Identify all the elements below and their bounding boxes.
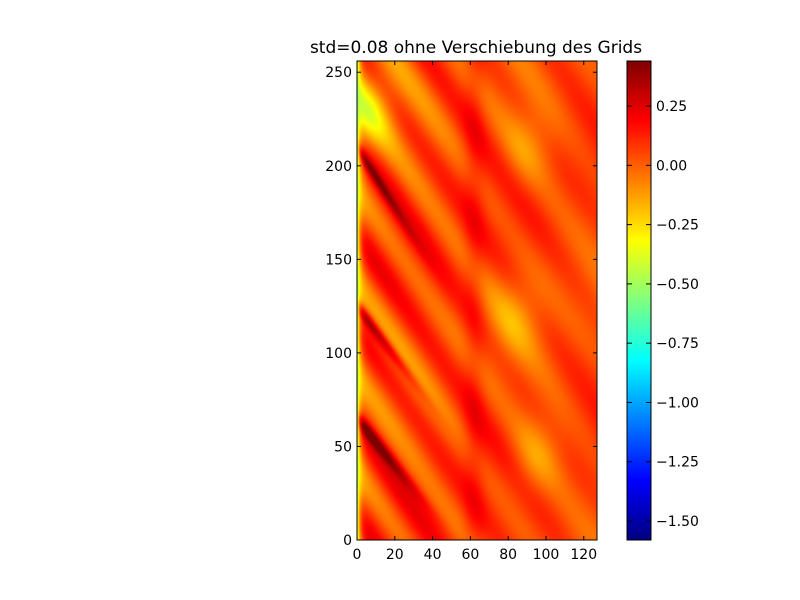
y-tick-label: 200 — [325, 159, 352, 175]
colorbar-tick-label: −0.75 — [656, 336, 699, 352]
x-tick-label: 0 — [353, 547, 362, 563]
y-tick-label: 0 — [343, 533, 352, 549]
colorbar-tick-label: −1.00 — [656, 395, 699, 411]
heatmap-plot: 0 20 40 60 80 100 120 0 50 100 150 200 250 — [325, 60, 598, 563]
colorbar-tick-label: 0.25 — [656, 99, 687, 115]
y-tick-label: 150 — [325, 252, 352, 268]
colorbar: 0.25 0.00 −0.25 −0.50 −0.75 −1.00 −1.25 −1.50 — [626, 60, 699, 541]
x-tick-label: 60 — [461, 547, 479, 563]
x-tick-label: 120 — [570, 547, 597, 563]
colorbar-axis: 0.25 0.00 −0.25 −0.50 −0.75 −1.00 −1.25 −1.50 — [627, 99, 699, 530]
colorbar-tick-label: −0.25 — [656, 218, 699, 234]
x-axis: 0 20 40 60 80 100 120 — [353, 61, 597, 563]
y-axis: 0 50 100 150 200 250 — [325, 65, 597, 549]
colorbar-tick-label: −1.50 — [656, 514, 699, 530]
y-tick-label: 50 — [334, 439, 352, 455]
colorbar-frame — [626, 60, 652, 541]
heatmap-image — [357, 61, 597, 540]
colorbar-tick-label: 0.00 — [656, 158, 687, 174]
x-tick-label: 100 — [533, 547, 560, 563]
y-tick-label: 250 — [325, 65, 352, 81]
colorbar-tick-label: −1.25 — [656, 455, 699, 471]
plot-frame — [356, 60, 598, 541]
chart-title: std=0.08 ohne Verschiebung des Grids — [310, 38, 642, 58]
x-tick-label: 40 — [424, 547, 442, 563]
y-tick-label: 100 — [325, 346, 352, 362]
colorbar-gradient — [627, 61, 651, 540]
x-tick-label: 20 — [386, 547, 404, 563]
x-tick-label: 80 — [499, 547, 517, 563]
colorbar-tick-label: −0.50 — [656, 277, 699, 293]
